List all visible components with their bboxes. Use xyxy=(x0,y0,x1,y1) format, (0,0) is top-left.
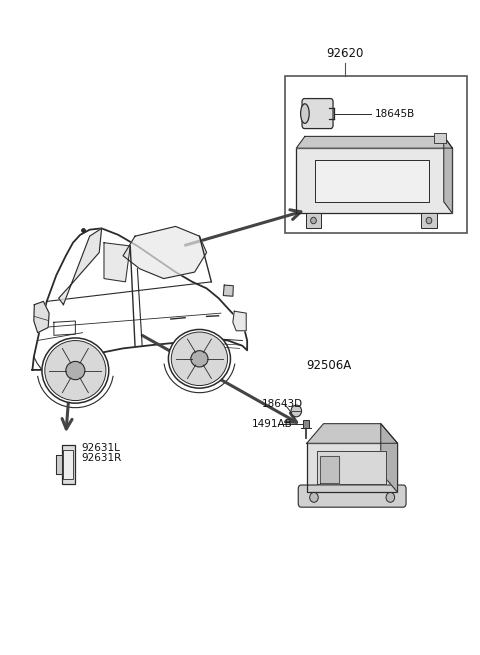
Ellipse shape xyxy=(45,341,106,401)
Ellipse shape xyxy=(311,217,316,224)
Bar xyxy=(285,77,467,233)
Polygon shape xyxy=(320,457,339,483)
Polygon shape xyxy=(317,451,385,484)
Polygon shape xyxy=(233,311,246,331)
Polygon shape xyxy=(33,229,247,370)
Bar xyxy=(302,420,309,428)
Text: 92620: 92620 xyxy=(326,47,364,60)
Ellipse shape xyxy=(291,405,301,417)
Ellipse shape xyxy=(300,103,309,123)
Ellipse shape xyxy=(42,338,109,403)
Bar xyxy=(63,450,73,479)
Polygon shape xyxy=(56,455,61,474)
Ellipse shape xyxy=(66,362,85,380)
Polygon shape xyxy=(444,136,452,214)
Ellipse shape xyxy=(168,329,230,388)
Ellipse shape xyxy=(310,493,318,502)
Bar xyxy=(421,214,437,228)
Polygon shape xyxy=(296,148,452,214)
Polygon shape xyxy=(104,243,130,282)
Text: 18645B: 18645B xyxy=(374,109,415,119)
Text: 92631L: 92631L xyxy=(82,443,120,453)
Polygon shape xyxy=(59,229,102,305)
Polygon shape xyxy=(296,136,452,148)
Polygon shape xyxy=(34,301,49,333)
Polygon shape xyxy=(381,424,397,492)
Text: 18643D: 18643D xyxy=(262,400,302,409)
Polygon shape xyxy=(307,443,397,492)
Bar xyxy=(61,445,75,484)
FancyBboxPatch shape xyxy=(302,98,333,128)
Bar xyxy=(306,214,321,228)
Polygon shape xyxy=(315,160,429,202)
Polygon shape xyxy=(223,285,233,296)
Bar xyxy=(434,133,446,143)
Text: 92631R: 92631R xyxy=(82,453,122,463)
Text: 92506A: 92506A xyxy=(306,359,351,372)
Text: 1491AB: 1491AB xyxy=(252,419,293,429)
Polygon shape xyxy=(123,227,206,278)
Polygon shape xyxy=(307,424,397,443)
Ellipse shape xyxy=(386,493,395,502)
Ellipse shape xyxy=(426,217,432,224)
Ellipse shape xyxy=(171,332,228,386)
FancyBboxPatch shape xyxy=(298,485,406,507)
Ellipse shape xyxy=(191,350,208,367)
